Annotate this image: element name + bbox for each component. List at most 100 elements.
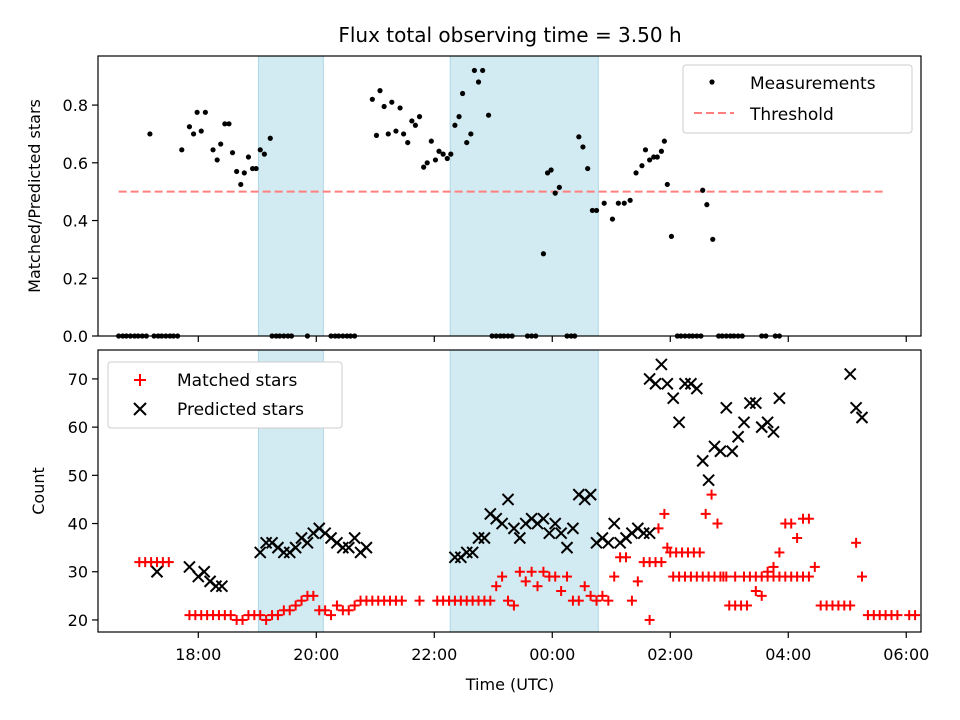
y-tick-label: 0.0 [63, 327, 88, 346]
measurement-point [377, 88, 383, 94]
matched-point [326, 610, 337, 621]
top-legend: Measurements Threshold [682, 64, 913, 134]
predicted-star-points [150, 358, 869, 593]
measurement-point [428, 138, 434, 144]
predicted-point [584, 488, 597, 501]
measurement-point [548, 167, 554, 173]
predicted-point [466, 546, 479, 559]
x-tick-label: 18:00 [175, 645, 221, 664]
bottom-legend: Matched stars Predicted stars [107, 361, 343, 429]
predicted-point [183, 560, 196, 574]
matched-point [562, 571, 573, 582]
matched-point [803, 571, 814, 582]
measurement-point [661, 138, 667, 144]
matched-point [532, 581, 543, 592]
predicted-point [602, 536, 615, 550]
matched-point [331, 600, 342, 611]
measurement-point [179, 147, 185, 153]
measurement-point [585, 165, 591, 172]
predicted-point [342, 541, 355, 554]
matched-point [632, 576, 643, 587]
matched-point [756, 590, 767, 601]
y-tick-label: 0.4 [63, 212, 88, 231]
measurement-point [647, 157, 653, 163]
chart-title: Flux total observing time = 3.50 h [338, 23, 681, 47]
measurement-point [190, 131, 197, 137]
predicted-point [743, 396, 757, 410]
measurement-point [194, 109, 200, 115]
measurement-point [253, 165, 259, 172]
predicted-point [360, 541, 373, 554]
matched-point [700, 508, 711, 519]
matched-point [591, 595, 602, 606]
matched-point [290, 600, 301, 611]
measurement-point [642, 147, 649, 153]
matched-point [857, 571, 868, 582]
legend-predicted-marker [133, 402, 147, 416]
predicted-point [209, 579, 223, 593]
measurement-point [222, 121, 228, 127]
measurement-point [664, 181, 670, 188]
predicted-point [849, 401, 863, 415]
matched-point [349, 600, 360, 611]
top-y-axis-label: Matched/Predicted stars [25, 99, 44, 293]
bottom-x-ticks: 18:00 20:00 22:00 00:00 02:00 04:00 06:00 [175, 632, 929, 664]
y-tick-label: 70 [68, 370, 88, 389]
measurement-point [540, 251, 547, 257]
measurement-point [589, 207, 595, 214]
matched-point [414, 595, 425, 606]
measurement-point [397, 105, 403, 111]
predicted-point [773, 391, 786, 405]
measurement-point [552, 190, 558, 196]
matched-point [741, 600, 752, 611]
measurement-point [621, 200, 627, 206]
predicted-point [501, 493, 515, 506]
measurement-point [639, 163, 645, 169]
measurement-point [576, 134, 582, 140]
matched-point [603, 595, 614, 606]
predicted-point [661, 377, 674, 390]
matched-point [503, 595, 514, 606]
measurement-point [393, 128, 399, 134]
measurement-point [448, 151, 454, 157]
matched-point [308, 590, 319, 601]
measurement-point [459, 90, 466, 97]
measurement-point [401, 131, 407, 137]
predicted-point [566, 522, 580, 535]
legend-predicted-label: Predicted stars [177, 400, 304, 420]
predicted-point [336, 541, 350, 554]
predicted-point [549, 517, 562, 530]
measurement-point [234, 168, 240, 175]
predicted-point [289, 541, 302, 554]
matched-point [272, 610, 283, 621]
measurement-points [116, 67, 783, 339]
predicted-point [767, 425, 780, 439]
y-tick-label: 40 [68, 515, 88, 534]
measurement-point [710, 236, 716, 242]
matched-point [573, 595, 584, 606]
predicted-point [702, 473, 715, 487]
measurement-point [214, 157, 220, 163]
measurement-point [609, 216, 616, 222]
observing-window-2 [449, 55, 599, 337]
measurement-point [444, 155, 450, 162]
matched-point [343, 605, 354, 616]
x-axis-label: Time (UTC) [465, 675, 554, 694]
bottom-y-axis-label: Count [29, 467, 48, 515]
matched-point [656, 557, 667, 568]
matched-point [694, 547, 705, 558]
bottom-y-ticks: 20 30 40 50 60 70 [68, 370, 98, 630]
measurement-point [627, 197, 633, 203]
matched-point [261, 614, 272, 625]
measurement-point [580, 144, 586, 150]
matched-point [485, 595, 496, 606]
matched-point [508, 600, 519, 611]
matched-point [538, 566, 549, 577]
measurement-point [229, 150, 236, 156]
predicted-point [731, 430, 745, 443]
predicted-point [761, 416, 774, 429]
matched-point [910, 610, 921, 621]
matched-point [237, 614, 248, 625]
measurement-point [436, 148, 442, 154]
measurement-point [385, 131, 391, 137]
